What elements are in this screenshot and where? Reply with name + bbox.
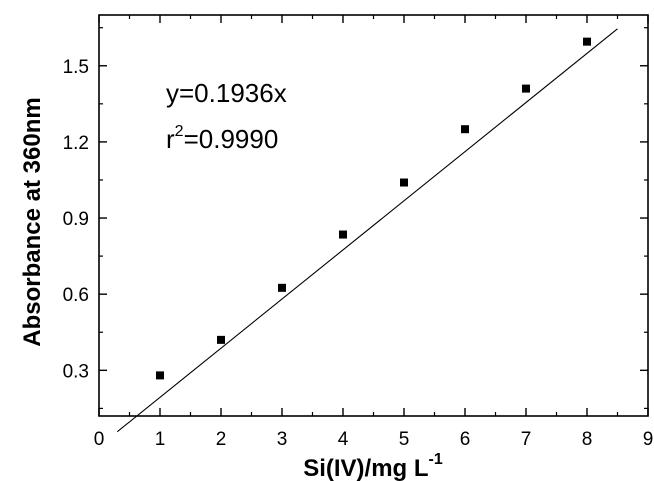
data-point	[400, 178, 408, 187]
x-axis-title-superscript: -1	[429, 451, 443, 468]
data-point	[217, 335, 225, 344]
x-tick-label: 3	[277, 429, 288, 450]
data-point	[522, 84, 530, 93]
x-axis-title: Si(IV)/mg L-1	[303, 451, 443, 481]
y-tick-label: 1.5	[63, 57, 89, 78]
y-tick-label: 0.3	[63, 361, 89, 382]
x-tick-label: 2	[216, 429, 227, 450]
equation-label: y=0.1936x	[166, 78, 287, 108]
r-squared-value: =0.9990	[184, 124, 279, 154]
x-tick-label: 5	[399, 429, 410, 450]
x-tick-label: 8	[582, 429, 593, 450]
r-squared-prefix: r	[166, 124, 175, 154]
data-point	[583, 37, 591, 46]
tick-labels: 0 1 2 3 4 5 6 7 8 9 0.3 0.6 0.9 1.2 1.5	[63, 57, 654, 450]
y-tick-label: 1.2	[63, 133, 89, 154]
data-point	[339, 230, 347, 239]
data-point	[156, 371, 164, 380]
y-tick-label: 0.6	[63, 285, 89, 306]
x-tick-label: 1	[155, 429, 166, 450]
data-points	[156, 37, 591, 380]
x-tick-label: 7	[521, 429, 532, 450]
fit-line	[116, 28, 618, 433]
r-squared-superscript: 2	[175, 123, 184, 140]
x-tick-label: 6	[460, 429, 471, 450]
x-tick-label: 4	[338, 429, 349, 450]
plot-frame	[98, 14, 649, 417]
x-axis-title-main: Si(IV)/mg L	[303, 455, 428, 481]
x-tick-label: 9	[643, 429, 654, 450]
y-tick-label: 0.9	[63, 209, 89, 230]
y-axis-title: Absorbance at 360nm	[19, 97, 46, 346]
axis-ticks	[98, 15, 649, 416]
data-point	[278, 283, 286, 292]
x-tick-label: 0	[94, 429, 105, 450]
r-squared-label: r2=0.9990	[166, 123, 278, 154]
data-point	[461, 125, 469, 134]
